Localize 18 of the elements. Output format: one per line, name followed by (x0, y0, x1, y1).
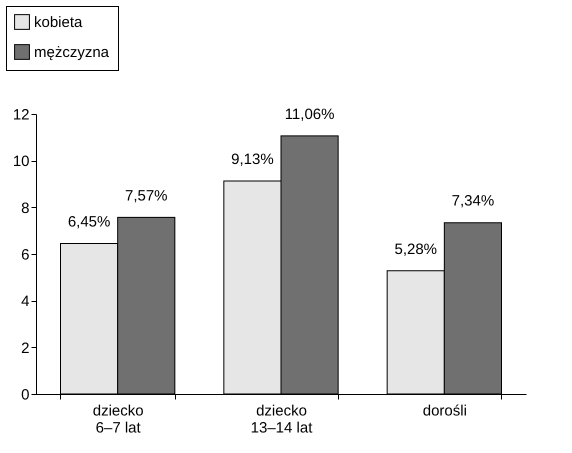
data-label: 5,28% (394, 240, 438, 258)
data-label: 7,34% (452, 192, 494, 210)
y-tick-label: 12 (12, 106, 30, 124)
x-tick-label: dziecko 13–14 lat (250, 402, 314, 436)
x-tick-label: dziecko 6–7 lat (92, 402, 144, 436)
y-tick-label: 6 (21, 246, 30, 264)
legend-label: mężczyzna (34, 44, 110, 61)
y-tick-label: 10 (12, 153, 30, 170)
legend-label: kobieta (34, 14, 84, 31)
y-tick-label: 8 (21, 200, 30, 217)
data-label: 9,13% (231, 150, 274, 168)
data-label: 7,57% (124, 187, 168, 204)
x-tick-label: dorośli (422, 402, 467, 420)
data-label: 11,06% (284, 106, 334, 123)
y-tick-label: 2 (21, 340, 30, 357)
y-tick-label: 0 (21, 386, 30, 404)
data-label: 6,45% (68, 214, 110, 230)
y-tick-label: 4 (21, 293, 30, 310)
